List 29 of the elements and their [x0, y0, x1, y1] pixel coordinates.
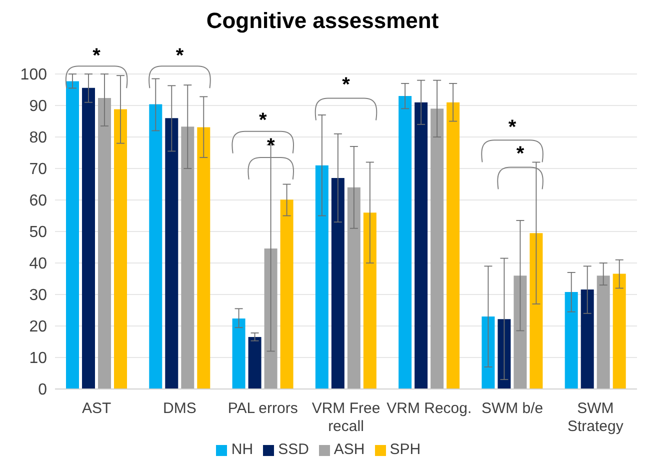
y-tick-label: 10 [29, 350, 48, 368]
annotation: * [342, 74, 350, 96]
legend-label: SPH [390, 441, 421, 458]
y-tick-label: 30 [29, 287, 48, 304]
text: * [92, 45, 101, 68]
x-tick-label: VRM Recog. [386, 400, 472, 417]
legend-label: SSD [278, 441, 309, 458]
y-tick-label: 50 [29, 224, 48, 242]
text: * [176, 45, 184, 68]
y-tick-label: 40 [29, 256, 48, 273]
y-tick-label: 90 [29, 98, 48, 116]
annotation: * [508, 116, 516, 138]
annotation: * [258, 110, 267, 132]
x-tick-label: SWM Strategy [567, 400, 624, 435]
x-tick-label: DMS [163, 400, 196, 417]
x-tick-label: VRM Free recall [312, 400, 380, 435]
x-tick-label: PAL errors [228, 400, 298, 417]
x-tick-label: SWM b/e [481, 400, 544, 417]
y-tick-label: 80 [29, 130, 48, 147]
y-tick-label: 0 [38, 382, 48, 399]
annotation: * [516, 142, 524, 165]
legend-label: NH [231, 441, 254, 458]
chart-title: Cognitive assessment [205, 8, 440, 34]
y-tick-label: 70 [29, 161, 48, 178]
y-tick-label: 100 [20, 66, 48, 84]
y-tick-label: 20 [29, 318, 48, 336]
legend-label: ASH [334, 441, 365, 458]
y-tick-label: 60 [29, 192, 48, 210]
x-tick-label: AST [82, 400, 112, 417]
